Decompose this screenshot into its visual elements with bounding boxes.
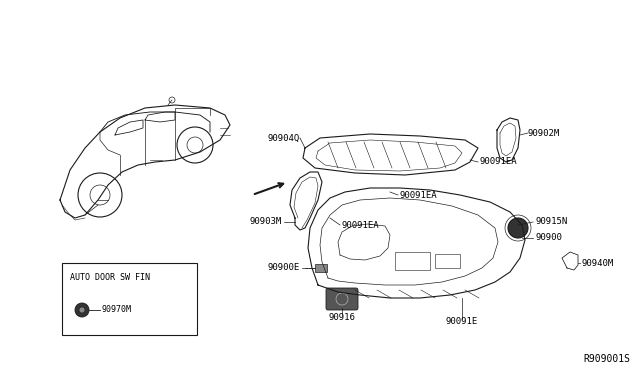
Circle shape bbox=[75, 303, 89, 317]
Bar bbox=[435, 254, 460, 268]
Text: 90915N: 90915N bbox=[535, 218, 567, 227]
Text: AUTO DOOR SW FIN: AUTO DOOR SW FIN bbox=[70, 273, 150, 282]
FancyBboxPatch shape bbox=[326, 288, 358, 310]
Bar bbox=[395, 252, 430, 270]
Text: 90940M: 90940M bbox=[582, 259, 614, 267]
Text: 90091EA: 90091EA bbox=[342, 221, 380, 230]
Text: R909001S: R909001S bbox=[583, 354, 630, 364]
Bar bbox=[62, 263, 197, 335]
Text: 90091E: 90091E bbox=[446, 317, 478, 327]
Text: 90903M: 90903M bbox=[250, 218, 282, 227]
Text: 90900: 90900 bbox=[535, 234, 562, 243]
Text: 90902M: 90902M bbox=[528, 128, 560, 138]
Text: 90091EA: 90091EA bbox=[400, 190, 438, 199]
Bar bbox=[315, 264, 327, 272]
Text: 90900E: 90900E bbox=[268, 263, 300, 273]
Text: 90970M: 90970M bbox=[102, 305, 132, 314]
Circle shape bbox=[508, 218, 528, 238]
Circle shape bbox=[79, 307, 85, 313]
Text: 90091EA: 90091EA bbox=[480, 157, 518, 167]
Text: 90904Q: 90904Q bbox=[268, 134, 300, 142]
Text: 90916: 90916 bbox=[328, 314, 355, 323]
